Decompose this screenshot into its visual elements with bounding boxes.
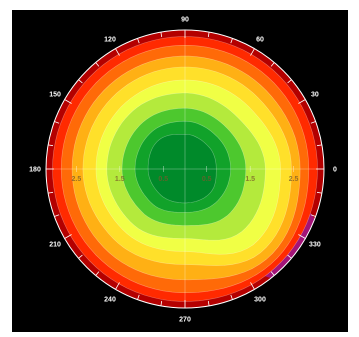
- angle-tick: [316, 144, 322, 147]
- angle-tick: [298, 234, 306, 239]
- angle-tick: [287, 254, 292, 259]
- angle-tick: [270, 62, 275, 67]
- angle-tick: [54, 121, 60, 124]
- angle-tick: [115, 48, 120, 56]
- angle-tick: [230, 294, 233, 300]
- contour-band-1: [147, 134, 217, 204]
- angle-tick: [48, 191, 54, 194]
- radial-label-left: 2.5: [72, 176, 82, 183]
- angle-label-150: 150: [49, 92, 61, 99]
- angle-tick: [137, 38, 140, 44]
- angle-tick: [160, 32, 163, 38]
- angle-label-30: 30: [311, 92, 319, 99]
- angle-tick: [207, 32, 210, 38]
- chart-background: 0 30 60 90 120 150 180 210 240 270 300 330 2.5 1.5 0.…: [12, 10, 348, 332]
- angle-tick: [115, 282, 120, 290]
- angle-tick: [95, 62, 100, 67]
- angle-tick: [54, 214, 60, 217]
- angle-tick: [250, 282, 255, 290]
- radial-label-right: 2.5: [289, 176, 299, 183]
- angle-label-330: 330: [309, 242, 321, 249]
- angle-tick: [207, 300, 210, 306]
- angle-label-240: 240: [104, 296, 116, 303]
- angle-tick: [48, 144, 54, 147]
- radial-label-left: 0.5: [158, 176, 168, 183]
- angle-tick: [160, 300, 163, 306]
- angle-tick: [287, 79, 292, 84]
- angle-label-180: 180: [29, 167, 41, 174]
- angle-label-0: 0: [333, 167, 337, 174]
- angle-label-120: 120: [104, 37, 116, 44]
- angle-label-270: 270: [179, 317, 191, 324]
- polar-contour-chart: 0 30 60 90 120 150 180 210 240 270 300 330 2.5 1.5 0.…: [29, 17, 337, 324]
- angle-tick: [95, 271, 100, 276]
- angle-tick: [230, 38, 233, 44]
- angle-tick: [310, 121, 316, 124]
- angle-label-210: 210: [49, 242, 61, 249]
- angle-tick: [298, 99, 306, 104]
- angle-tick: [64, 234, 72, 239]
- radial-label-right: 0.5: [202, 176, 212, 183]
- angle-tick: [250, 48, 255, 56]
- radial-label-left: 1.5: [115, 176, 125, 183]
- angle-label-60: 60: [256, 37, 264, 44]
- angle-label-300: 300: [254, 296, 266, 303]
- angle-tick: [316, 191, 322, 194]
- angle-tick: [270, 271, 275, 276]
- angle-tick: [78, 79, 83, 84]
- angle-tick: [78, 254, 83, 259]
- angle-tick: [64, 99, 72, 104]
- angle-tick: [310, 214, 316, 217]
- angle-label-90: 90: [181, 17, 189, 24]
- radial-label-right: 1.5: [245, 176, 255, 183]
- angle-tick: [137, 294, 140, 300]
